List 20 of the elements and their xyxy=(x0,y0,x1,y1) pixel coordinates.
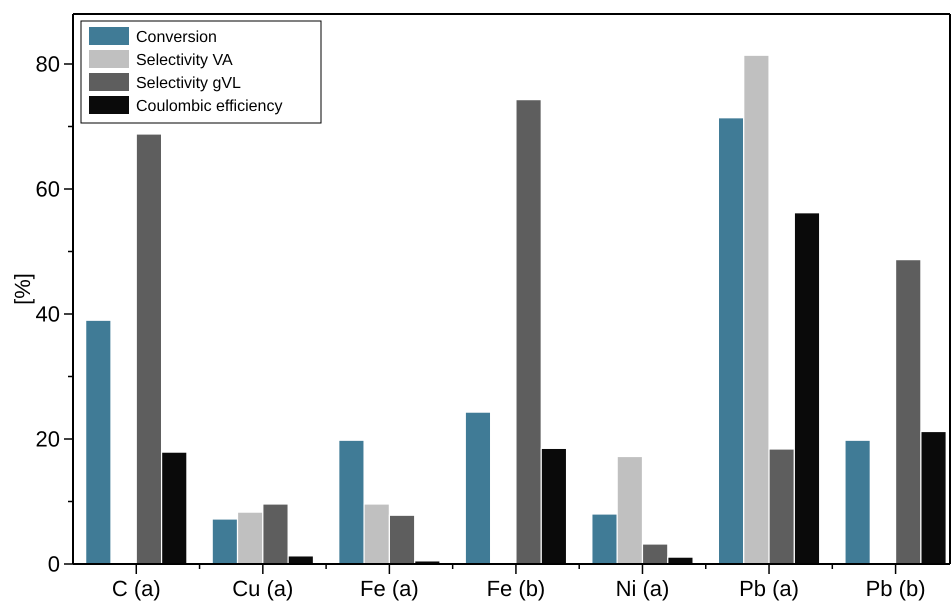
bar xyxy=(464,412,492,565)
y-tick-label: 60 xyxy=(36,176,60,202)
y-tick-label: 20 xyxy=(36,426,60,452)
legend-label: Selectivity VA xyxy=(136,52,233,69)
x-tick-label: Ni (a) xyxy=(616,576,670,601)
legend-label: Coulombic efficiency xyxy=(136,98,282,115)
y-axis-title: [%] xyxy=(10,273,35,305)
legend-label: Selectivity gVL xyxy=(136,75,242,92)
x-tick-label: C (a) xyxy=(112,576,161,601)
x-tick-label: Fe (b) xyxy=(486,576,546,601)
x-tick-label: Pb (b) xyxy=(866,576,926,601)
y-tick-label: 80 xyxy=(36,52,60,77)
x-tick-label: Fe (a) xyxy=(360,576,419,601)
y-tick-label: 0 xyxy=(48,552,60,577)
x-tick-label: Cu (a) xyxy=(232,576,294,601)
bar xyxy=(85,320,112,565)
legend-label: Conversion xyxy=(136,29,217,46)
y-tick-label: 40 xyxy=(36,302,60,327)
bar xyxy=(844,440,871,565)
x-tick-label: Pb (a) xyxy=(739,576,799,601)
